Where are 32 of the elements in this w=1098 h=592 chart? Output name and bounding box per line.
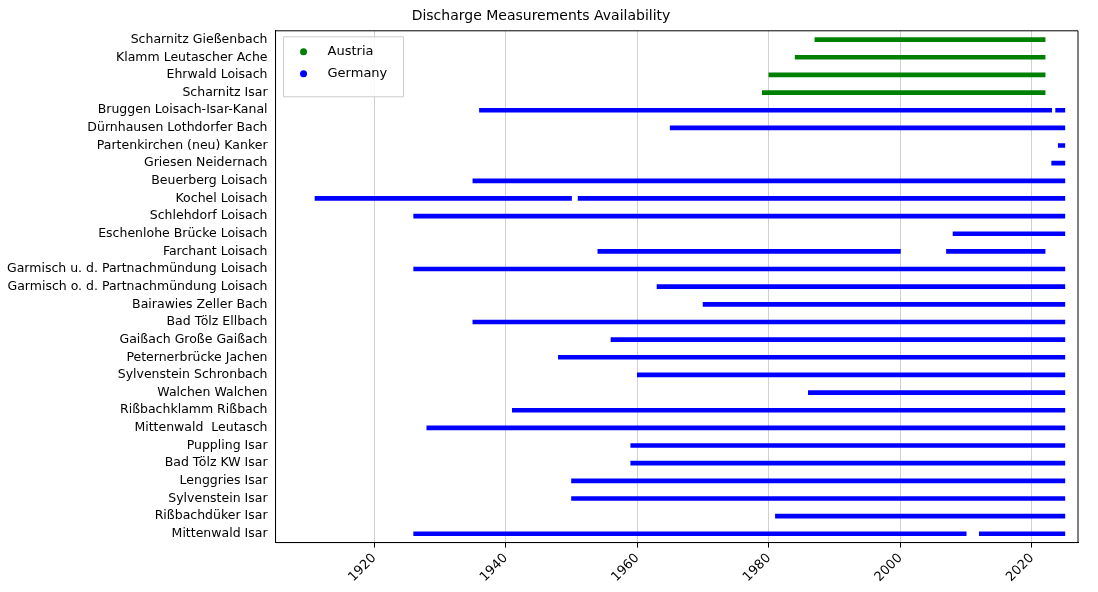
y-tick-label: Griesen Neidernach bbox=[144, 154, 268, 170]
y-tick-label: Sylvenstein Schronbach bbox=[117, 366, 268, 382]
chart-title: Discharge Measurements Availability bbox=[411, 7, 671, 24]
y-tick-label: Gaißach Große Gaißach bbox=[119, 330, 268, 346]
y-tick-label: Garmisch o. d. Partnachmündung Loisach bbox=[7, 277, 268, 293]
y-tick-label: Partenkirchen (neu) Kanker bbox=[96, 136, 269, 152]
y-tick-label: Rißbachdüker Isar bbox=[154, 507, 269, 523]
y-tick-label: Walchen Walchen bbox=[157, 383, 268, 399]
y-tick-label: Klamm Leutascher Ache bbox=[116, 48, 268, 64]
y-tick-label: Peternerbrücke Jachen bbox=[126, 348, 268, 364]
y-tick-label: Garmisch u. d. Partnachmündung Loisach bbox=[6, 260, 268, 276]
y-tick-label: Ehrwald Loisach bbox=[166, 66, 268, 82]
y-tick-label: Bad Tölz KW Isar bbox=[164, 454, 269, 470]
y-tick-label: Farchant Loisach bbox=[162, 242, 268, 258]
legend-label: Germany bbox=[327, 65, 388, 81]
y-tick-label: Beuerberg Loisach bbox=[151, 172, 268, 188]
y-tick-label: Puppling Isar bbox=[186, 436, 269, 452]
y-tick-label: Eschenlohe Brücke Loisach bbox=[98, 225, 268, 240]
y-tick-label: Rißbachklamm Rißbach bbox=[119, 401, 268, 417]
y-tick-label: Bruggen Loisach-Isar-Kanal bbox=[97, 101, 268, 117]
y-tick-label: Bairawies Zeller Bach bbox=[132, 295, 268, 311]
y-tick-label: Scharnitz Gießenbach bbox=[130, 30, 268, 46]
y-tick-label: Schlehdorf Loisach bbox=[149, 207, 268, 223]
y-tick-label: Dürnhausen Lothdorfer Bach bbox=[87, 119, 268, 135]
y-tick-label: Lenggries Isar bbox=[179, 472, 269, 488]
y-tick-label: Mittenwald Leutasch bbox=[134, 419, 268, 435]
y-tick-label: Mittenwald Isar bbox=[171, 525, 269, 540]
y-tick-label: Scharnitz Isar bbox=[182, 83, 269, 99]
y-tick-label: Kochel Loisach bbox=[175, 189, 268, 205]
y-tick-label: Bad Tölz Ellbach bbox=[166, 313, 268, 329]
y-tick-label: Sylvenstein Isar bbox=[168, 489, 269, 505]
legend-label: Austria bbox=[327, 43, 374, 59]
